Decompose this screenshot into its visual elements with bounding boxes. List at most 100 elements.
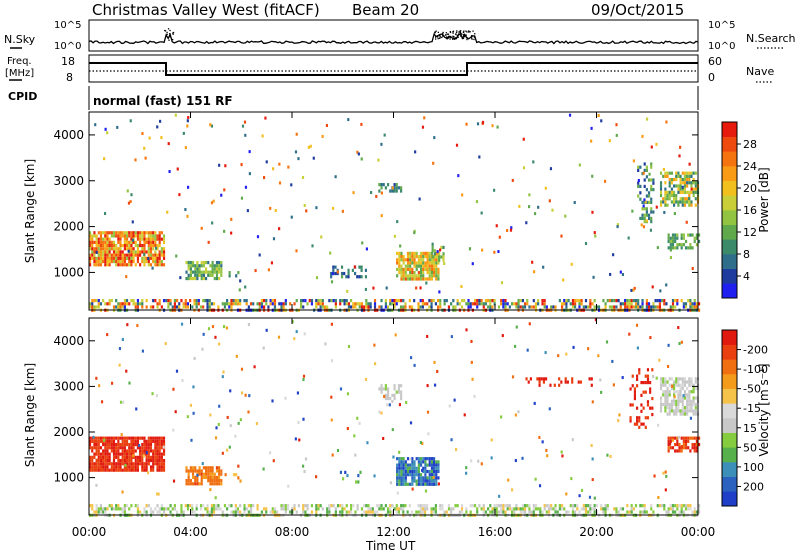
nsearch-dot [465,30,467,32]
heatmap-cell [413,251,416,255]
heatmap-cell [606,507,609,511]
heatmap-cell [402,277,405,281]
heatmap-cell [189,479,192,483]
heatmap-cell [431,245,434,250]
heatmap-cell [674,299,677,303]
heatmap-cell [664,377,667,381]
nsearch-dot [468,31,470,33]
heatmap-cell [541,510,544,514]
heatmap-cell [391,299,394,303]
heatmap-cell [339,470,343,474]
heatmap-cell [97,452,100,456]
heatmap-cell [397,186,401,190]
heatmap-cell [141,462,144,466]
heatmap-cell [332,299,335,303]
heatmap-cell [680,507,683,511]
heatmap-cell [675,171,678,175]
nsearch-dot [464,34,466,36]
heatmap-cell [282,504,285,508]
heatmap-cell [95,452,98,456]
heatmap-cell [156,504,159,508]
heatmap-cell [110,507,113,511]
heatmap-cell [236,302,240,306]
heatmap-cell [571,510,575,514]
heatmap-cell [102,438,106,442]
heatmap-cell [687,446,690,450]
heatmap-cell [643,178,646,182]
heatmap-cell [433,249,436,253]
heatmap-cell [108,253,111,257]
heatmap-cell [400,504,403,508]
heatmap-cell [354,305,357,309]
nsearch-dot [460,32,462,34]
heatmap-cell [664,181,667,185]
heatmap-cell [194,475,197,480]
heatmap-cell [463,413,466,417]
heatmap-cell [220,267,223,271]
heatmap-cell [521,299,524,303]
heatmap-cell [271,507,274,511]
heatmap-cell [112,449,116,453]
heatmap-cell [108,302,111,306]
heatmap-cell [495,510,498,514]
heatmap-cell [330,359,334,363]
heatmap-cell [91,247,94,251]
heatmap-cell [89,231,92,235]
y-tick-label: 2000 [53,220,84,234]
heatmap-cell [524,507,527,511]
heatmap-cell [158,250,161,254]
heatmap-cell [145,510,148,514]
heatmap-cell [640,380,643,385]
heatmap-cell [691,302,694,306]
heatmap-cell [424,264,427,268]
heatmap-cell [534,507,538,511]
heatmap-cell [426,482,429,486]
heatmap-cell [213,475,216,480]
heatmap-cell [395,186,398,190]
heatmap-cell [380,384,383,388]
heatmap-cell [410,356,413,360]
heatmap-cell [89,263,92,267]
colorbar-segment [722,122,737,137]
heatmap-cell [115,250,118,254]
heatmap-cell [435,476,438,480]
heatmap-cell [680,233,683,237]
heatmap-cell [689,243,692,247]
heatmap-cell [211,472,214,476]
heatmap-cell [106,237,109,241]
nsearch-dot [442,32,444,35]
heatmap-cell [121,436,124,440]
heatmap-cell [162,250,166,254]
heatmap-cell [400,267,403,271]
heatmap-cell [123,243,126,248]
heatmap-cell [669,436,672,440]
heatmap-cell [207,469,210,473]
nsearch-dot [449,38,451,40]
heatmap-cell [644,390,647,394]
heatmap-cell [659,406,663,410]
heatmap-cell [677,396,680,400]
heatmap-cell [646,377,650,381]
heatmap-cell [604,510,607,514]
heatmap-cell [220,472,223,476]
heatmap-cell [191,469,195,473]
heatmap-cell [565,299,568,303]
nsearch-tick-bottom: 10^0 [708,41,735,52]
heatmap-cell [406,466,410,470]
nsearch-dot [461,33,463,35]
heatmap-cell [91,504,94,508]
heatmap-cell [162,449,166,453]
heatmap-cell [591,210,594,214]
heatmap-cell [671,302,675,306]
heatmap-cell [476,305,479,309]
heatmap-cell [397,384,401,388]
heatmap-cell [102,436,105,440]
heatmap-cell [430,479,434,483]
heatmap-cell [679,181,682,185]
heatmap-cell [243,504,246,508]
heatmap-cell [162,247,166,251]
heatmap-cell [136,507,140,511]
heatmap-cell [641,305,644,309]
heatmap-cell [123,510,126,514]
